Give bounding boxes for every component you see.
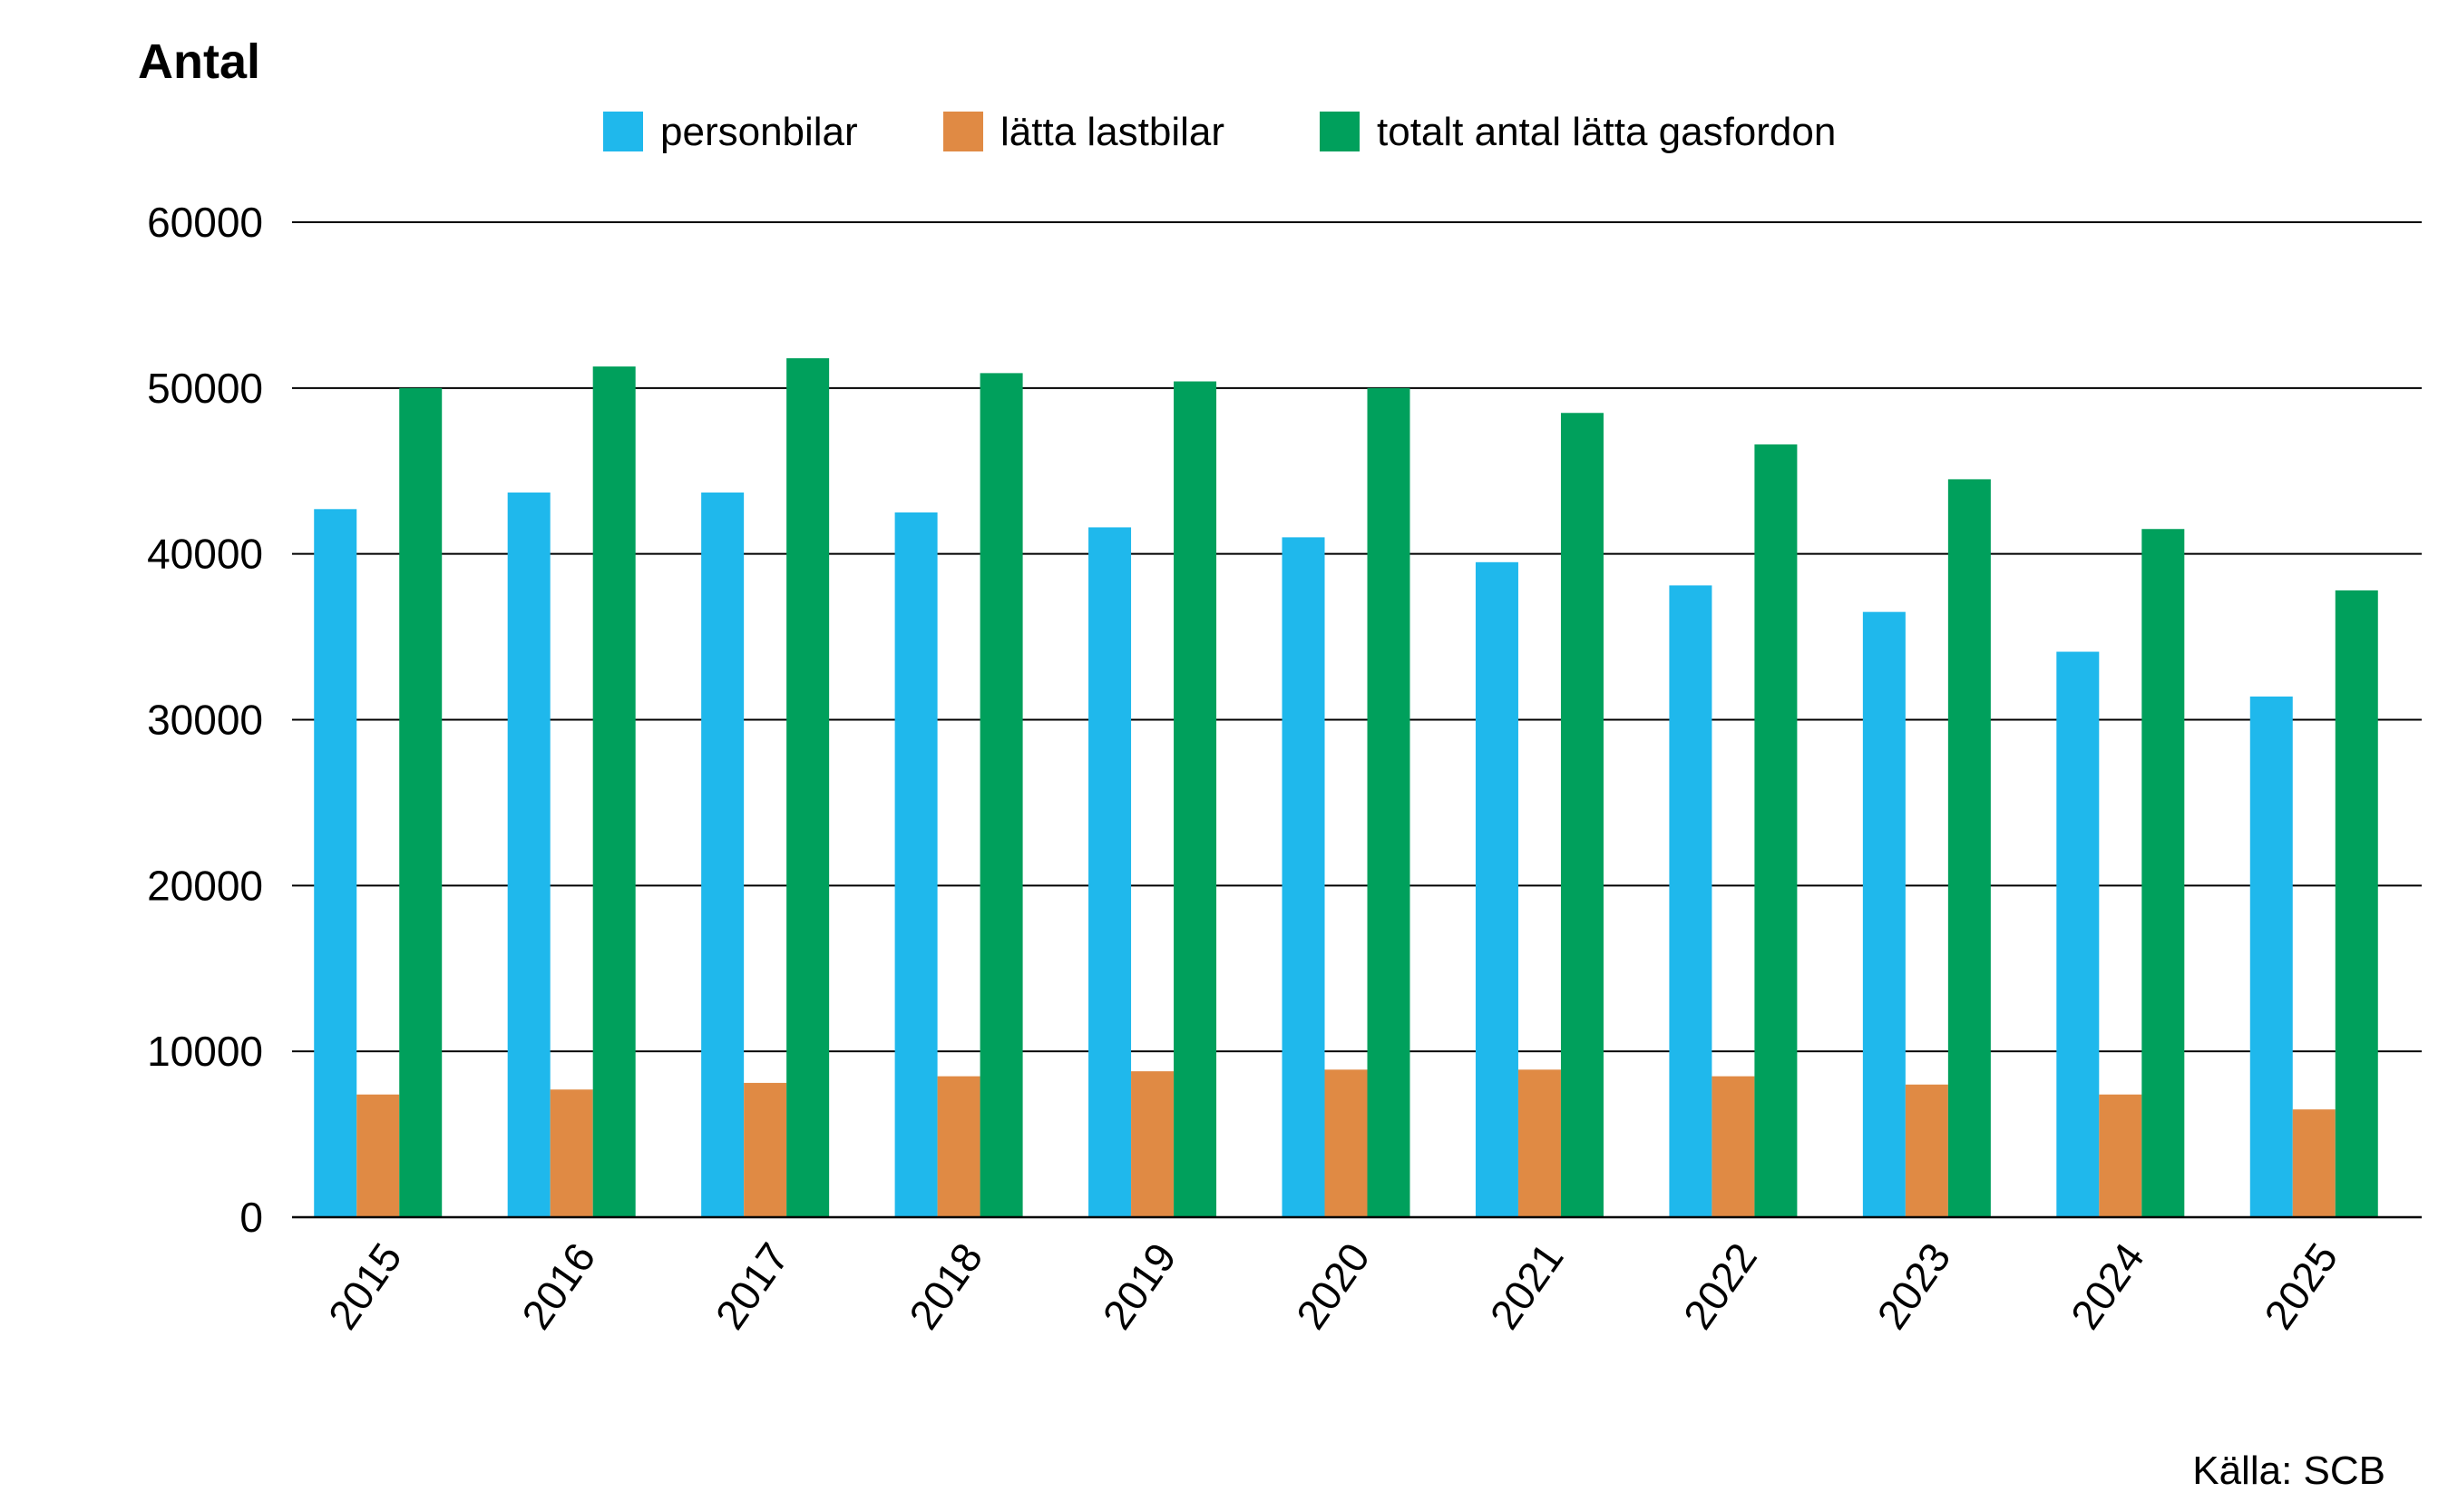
legend-label: lätta lastbilar: [1000, 110, 1224, 154]
bar-l-tta-lastbilar-2020: [1324, 1069, 1368, 1217]
x-tick-label: 2019: [1093, 1234, 1185, 1338]
bar-personbilar-2016: [507, 493, 551, 1217]
bar-personbilar-2018: [894, 512, 938, 1217]
y-tick-label: 40000: [147, 531, 263, 578]
bar-totalt-antal-l-tta-gasfordon-2019: [1174, 381, 1217, 1217]
y-tick-label: 0: [239, 1194, 263, 1241]
bar-totalt-antal-l-tta-gasfordon-2021: [1560, 413, 1604, 1218]
bar-personbilar-2020: [1282, 537, 1325, 1217]
bar-totalt-antal-l-tta-gasfordon-2024: [2141, 529, 2185, 1217]
x-tick-label: 2020: [1287, 1234, 1379, 1338]
bar-personbilar-2017: [701, 493, 745, 1217]
bar-personbilar-2025: [2249, 696, 2293, 1217]
bar-l-tta-lastbilar-2023: [1905, 1084, 1948, 1217]
y-tick-label: 30000: [147, 697, 263, 744]
y-axis-title: Antal: [138, 34, 260, 89]
x-tick-label: 2023: [1868, 1234, 1959, 1338]
bar-personbilar-2022: [1669, 585, 1712, 1217]
bar-totalt-antal-l-tta-gasfordon-2023: [1947, 479, 1991, 1217]
bar-l-tta-lastbilar-2018: [937, 1076, 980, 1217]
bar-l-tta-lastbilar-2021: [1517, 1069, 1561, 1217]
bar-l-tta-lastbilar-2025: [2292, 1109, 2336, 1217]
bars: [314, 357, 2378, 1218]
bar-l-tta-lastbilar-2019: [1131, 1071, 1175, 1217]
x-tick-label: 2016: [512, 1234, 604, 1338]
bar-l-tta-lastbilar-2017: [744, 1082, 787, 1217]
legend: personbilar lätta lastbilar totalt antal l…: [603, 110, 1836, 154]
bar-l-tta-lastbilar-2022: [1712, 1076, 1755, 1217]
x-tick-label: 2025: [2255, 1234, 2346, 1338]
bar-l-tta-lastbilar-2016: [550, 1089, 593, 1217]
x-tick-label: 2022: [1674, 1234, 1766, 1338]
source-note: Källa: SCB: [2192, 1449, 2385, 1493]
bar-totalt-antal-l-tta-gasfordon-2015: [399, 387, 443, 1217]
y-tick-label: 60000: [147, 199, 263, 246]
bar-totalt-antal-l-tta-gasfordon-2020: [1367, 387, 1410, 1217]
bar-totalt-antal-l-tta-gasfordon-2018: [980, 373, 1023, 1218]
legend-swatch: [603, 112, 643, 151]
x-tick-label: 2017: [706, 1234, 797, 1338]
legend-label: totalt antal lätta gasfordon: [1377, 110, 1836, 154]
y-tick-labels: 0 10000 20000 30000 40000 50000 60000: [147, 199, 263, 1241]
legend-swatch: [943, 112, 983, 151]
legend-swatch: [1320, 112, 1360, 151]
x-tick-label: 2015: [319, 1234, 411, 1338]
x-tick-label: 2018: [900, 1234, 991, 1338]
bar-personbilar-2024: [2056, 651, 2100, 1217]
x-tick-label: 2021: [1480, 1234, 1572, 1338]
y-tick-label: 50000: [147, 365, 263, 412]
bar-l-tta-lastbilar-2024: [2099, 1094, 2142, 1217]
y-tick-label: 20000: [147, 862, 263, 909]
bar-personbilar-2015: [314, 509, 357, 1217]
legend-label: personbilar: [660, 110, 858, 154]
y-tick-label: 10000: [147, 1028, 263, 1075]
bar-totalt-antal-l-tta-gasfordon-2017: [786, 357, 830, 1217]
bar-personbilar-2021: [1475, 561, 1518, 1217]
bar-totalt-antal-l-tta-gasfordon-2022: [1754, 444, 1798, 1217]
x-tick-label: 2024: [2062, 1234, 2153, 1338]
bar-personbilar-2023: [1862, 611, 1906, 1217]
bar-personbilar-2019: [1088, 527, 1132, 1217]
bar-totalt-antal-l-tta-gasfordon-2016: [592, 366, 636, 1217]
bar-totalt-antal-l-tta-gasfordon-2025: [2335, 590, 2378, 1217]
bar-l-tta-lastbilar-2015: [356, 1094, 400, 1217]
x-tick-labels: 2015 2016 2017 2018 2019 2020 2021 2022 2023 2024…: [319, 1234, 2347, 1338]
